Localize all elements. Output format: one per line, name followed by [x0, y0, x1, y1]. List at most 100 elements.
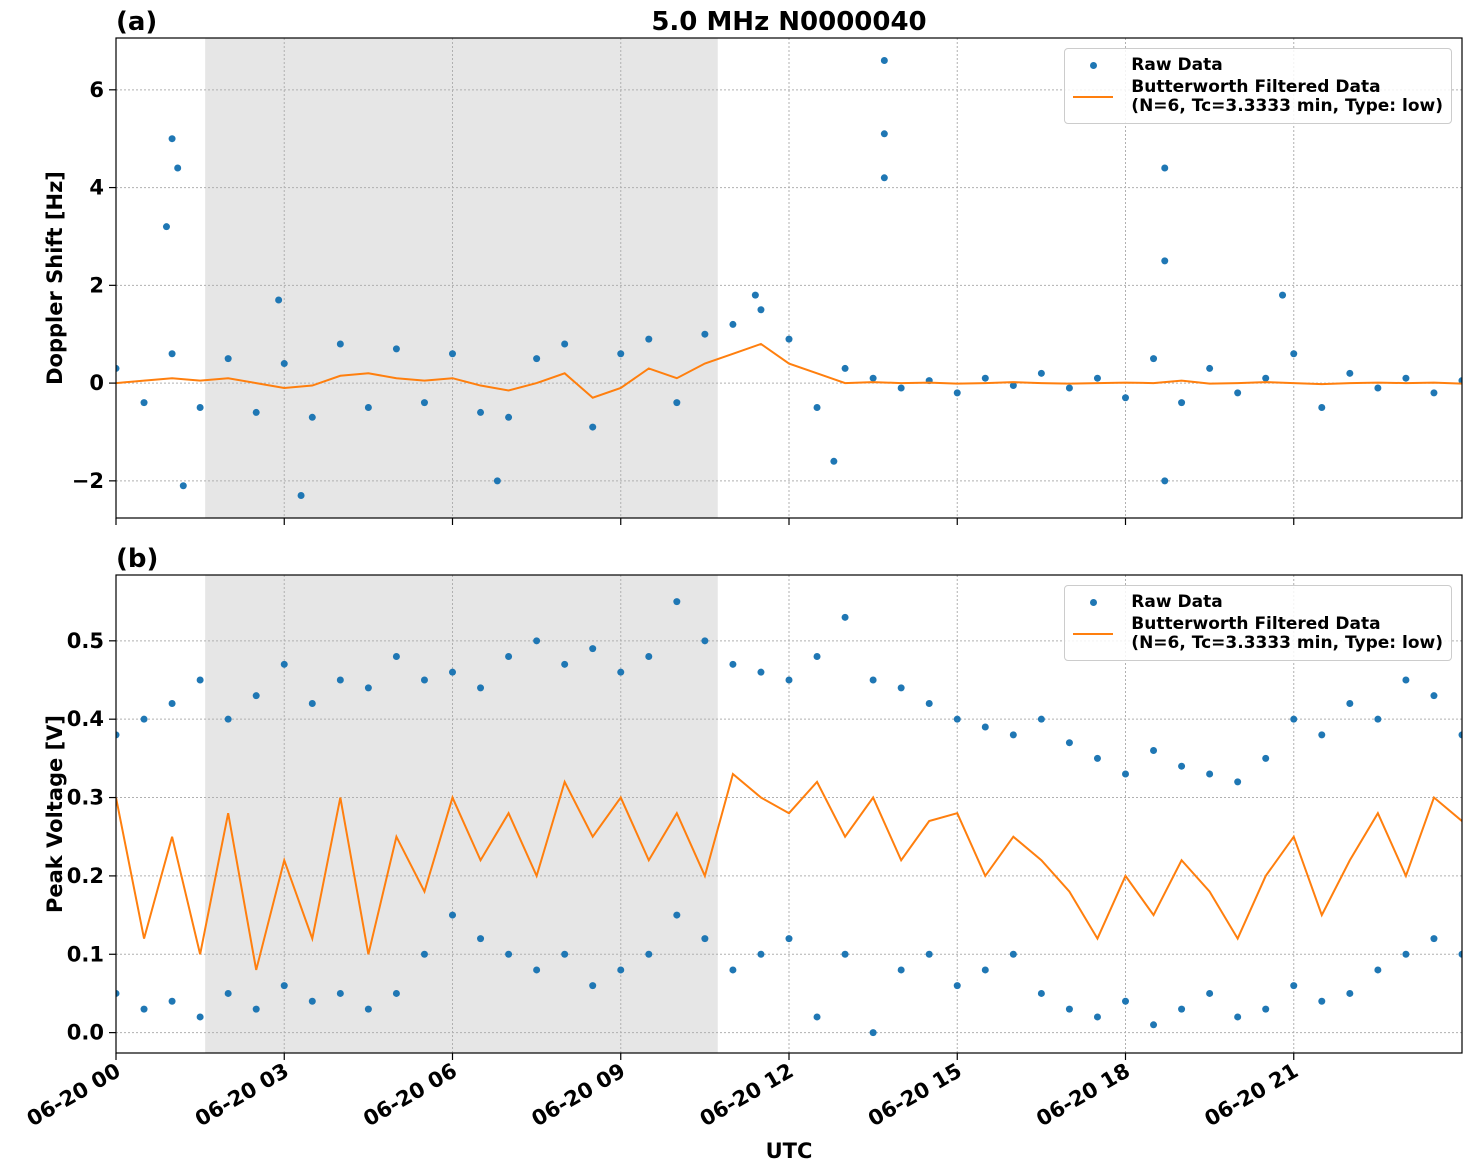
raw-point — [1009, 382, 1017, 390]
raw-point — [505, 950, 513, 958]
raw-point — [1178, 1005, 1186, 1013]
raw-point — [1402, 676, 1410, 684]
legend-entry: Raw Data — [1073, 593, 1443, 612]
raw-point — [1374, 715, 1382, 723]
raw-point — [505, 413, 513, 421]
raw-point — [1262, 754, 1270, 762]
raw-point — [953, 389, 961, 397]
raw-point — [1430, 935, 1438, 943]
raw-point — [116, 731, 120, 739]
raw-point — [1346, 700, 1354, 708]
panel-label: (a) — [116, 7, 157, 37]
raw-point — [785, 676, 793, 684]
raw-point — [841, 364, 849, 372]
raw-point — [1037, 715, 1045, 723]
raw-point — [1346, 369, 1354, 377]
raw-point — [880, 130, 888, 138]
legend-key — [1073, 78, 1114, 98]
raw-point — [1009, 950, 1017, 958]
legend: Raw Data Butterworth Filtered Data (N=6, … — [1064, 585, 1452, 661]
raw-point — [116, 364, 120, 372]
raw-point — [140, 1005, 148, 1013]
legend-marker — [1090, 62, 1098, 69]
raw-point — [785, 935, 793, 943]
raw-point — [1290, 715, 1298, 723]
x-tick-label: 06-20 12 — [696, 1059, 798, 1132]
raw-point — [140, 399, 148, 407]
raw-point — [168, 997, 176, 1005]
raw-point — [252, 692, 260, 700]
raw-point — [1093, 374, 1101, 382]
raw-point — [1458, 377, 1462, 385]
raw-point — [196, 404, 204, 412]
raw-point — [953, 715, 961, 723]
raw-point — [449, 911, 456, 919]
y-axis-label: Doppler Shift [Hz] — [43, 171, 67, 385]
raw-point — [1374, 966, 1382, 974]
raw-point — [617, 966, 625, 974]
raw-point — [701, 935, 709, 943]
legend-entry: Butterworth Filtered Data (N=6, Tc=3.333… — [1073, 78, 1443, 116]
legend-key — [1073, 593, 1113, 612]
raw-point — [841, 613, 849, 621]
y-tick-label: 0.2 — [67, 864, 104, 888]
raw-point — [1037, 369, 1045, 377]
legend-entry: Butterworth Filtered Data (N=6, Tc=3.333… — [1073, 615, 1443, 653]
raw-point — [1262, 1005, 1270, 1013]
raw-point — [449, 668, 456, 676]
raw-point — [1093, 754, 1101, 762]
raw-point — [1122, 394, 1129, 402]
raw-point — [1178, 399, 1186, 407]
raw-point — [162, 223, 170, 231]
raw-point — [561, 660, 569, 668]
raw-point — [224, 989, 232, 997]
raw-point — [1318, 404, 1326, 412]
y-tick-label: 0.0 — [67, 1021, 104, 1045]
axes-frame — [115, 574, 1463, 1054]
filtered-line — [116, 342, 1462, 399]
raw-point — [420, 399, 428, 407]
chart-title: 5.0 MHz N0000040 — [651, 7, 926, 37]
raw-point — [1234, 389, 1242, 397]
raw-point — [420, 950, 428, 958]
raw-point — [1458, 950, 1462, 958]
raw-point — [1430, 692, 1438, 700]
raw-point — [1206, 989, 1214, 997]
raw-point — [179, 482, 187, 490]
y-tick-label: 0.3 — [67, 786, 104, 810]
plot-area — [116, 598, 1462, 1037]
legend-entry: Raw Data — [1073, 56, 1443, 75]
raw-point — [841, 950, 849, 958]
raw-point — [1290, 982, 1298, 990]
raw-point — [757, 950, 765, 958]
shaded-span — [205, 575, 718, 1053]
raw-point — [1346, 989, 1354, 997]
raw-point — [1065, 384, 1073, 392]
raw-point — [1009, 731, 1017, 739]
raw-point — [1065, 739, 1073, 747]
raw-point — [1402, 950, 1410, 958]
raw-point — [493, 477, 501, 485]
raw-point — [1161, 477, 1169, 485]
raw-point — [1234, 778, 1242, 786]
raw-point — [196, 676, 204, 684]
raw-point — [1374, 384, 1382, 392]
raw-point — [830, 457, 838, 465]
x-axis-label: UTC — [766, 1139, 813, 1163]
y-axis-label: Peak Voltage [V] — [43, 715, 67, 913]
raw-point — [981, 723, 989, 731]
raw-point — [196, 1013, 204, 1021]
raw-point — [280, 660, 288, 668]
y-tick-label: 6 — [89, 78, 104, 102]
raw-point — [308, 997, 316, 1005]
legend-line — [1073, 633, 1114, 635]
y-tick-label: 0 — [89, 371, 104, 395]
legend-label: Butterworth Filtered Data (N=6, Tc=3.333… — [1131, 614, 1443, 653]
raw-point — [925, 700, 933, 708]
raw-point — [1458, 731, 1462, 739]
raw-point — [617, 350, 625, 358]
raw-point — [1178, 762, 1186, 770]
raw-point — [1318, 997, 1326, 1005]
raw-point — [364, 684, 372, 692]
